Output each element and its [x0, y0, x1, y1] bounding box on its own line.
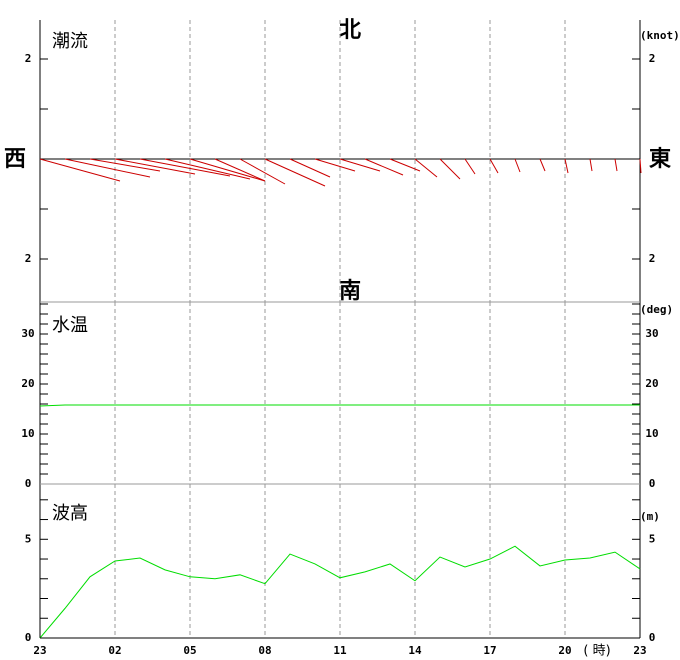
- y-tick-label: 2: [649, 252, 656, 265]
- y-tick-label: 5: [649, 532, 656, 545]
- y-tick-label: 30: [645, 327, 658, 340]
- panel-title: 潮流: [52, 31, 88, 52]
- y-tick-label: 2: [25, 52, 32, 65]
- current-vector: [414, 158, 438, 178]
- x-tick-label: 11: [333, 644, 347, 657]
- data-line: [39, 545, 641, 639]
- current-vector: [139, 158, 231, 177]
- current-vector: [314, 158, 356, 172]
- current-vector: [239, 158, 286, 185]
- current-vector: [639, 158, 642, 174]
- y-tick-label: 5: [25, 532, 32, 545]
- x-tick-label: 23: [633, 644, 646, 657]
- x-tick-label: 23: [33, 644, 46, 657]
- x-label: ( 時): [583, 644, 610, 659]
- current-vector: [539, 158, 546, 172]
- current-vector: [189, 158, 266, 182]
- current-vector: [39, 158, 121, 182]
- x-tick-label: 20: [558, 644, 571, 657]
- y-tick-label: 20: [21, 377, 34, 390]
- x-tick-label: 08: [258, 644, 271, 657]
- west-label: 西: [4, 147, 26, 172]
- y-tick-label: 30: [21, 327, 34, 340]
- current-vector: [114, 158, 196, 175]
- north-label: 北: [339, 18, 361, 43]
- current-vector: [364, 158, 404, 176]
- x-tick-label: 02: [108, 644, 121, 657]
- current-vector: [339, 158, 381, 172]
- data-line: [39, 404, 640, 407]
- unit-label: (knot): [640, 29, 680, 42]
- current-vector: [214, 158, 266, 182]
- current-vector: [164, 158, 251, 180]
- y-tick-label: 2: [25, 252, 32, 265]
- y-tick-label: 0: [25, 477, 32, 490]
- y-tick-label: 10: [21, 427, 34, 440]
- current-vector: [489, 158, 499, 174]
- unit-label: (deg): [640, 303, 673, 316]
- current-vector: [514, 158, 521, 173]
- current-vector: [389, 158, 421, 172]
- current-vector: [289, 158, 331, 178]
- east-label: 東: [649, 147, 671, 172]
- y-tick-label: 10: [645, 427, 658, 440]
- panel-title: 水温: [52, 315, 88, 336]
- current-vector: [464, 158, 476, 175]
- x-tick-label: 14: [408, 644, 422, 657]
- y-tick-label: 0: [649, 477, 656, 490]
- south-label: 南: [339, 279, 361, 304]
- current-vector: [564, 158, 569, 174]
- y-tick-label: 2: [649, 52, 656, 65]
- current-vector: [64, 158, 151, 178]
- current-vector: [614, 158, 618, 172]
- y-tick-label: 20: [645, 377, 658, 390]
- current-vector: [589, 158, 593, 172]
- x-tick-label: 05: [183, 644, 196, 657]
- panel-title: 波高: [52, 503, 88, 524]
- current-vector: [439, 158, 461, 180]
- current-vector: [264, 158, 326, 187]
- x-tick-label: 17: [483, 644, 496, 657]
- y-tick-label: 0: [25, 631, 32, 644]
- y-tick-label: 0: [649, 631, 656, 644]
- unit-label: (m): [640, 510, 660, 523]
- current-vector: [89, 158, 161, 172]
